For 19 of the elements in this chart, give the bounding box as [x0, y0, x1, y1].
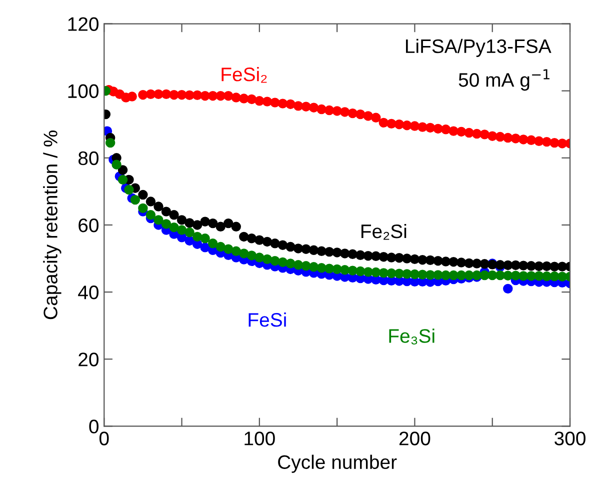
annotation: LiFSA/Py13-FSA	[406, 38, 552, 57]
y-tick-label: 80	[78, 151, 99, 166]
x-tick-label: 0	[99, 432, 109, 446]
y-tick-label: 100	[68, 84, 99, 98]
annotation: 50 mA g$^{−1}$	[458, 69, 550, 91]
y-tick-label: 40	[78, 286, 99, 300]
y-tick-label: 120	[68, 17, 99, 31]
text: Fe₃Si	[389, 328, 434, 344]
x-tick-label: 100	[244, 432, 275, 446]
y-tick-label: 0	[89, 420, 99, 434]
series-label: Fe₂Si	[361, 224, 406, 240]
x-tick-label: 300	[554, 432, 586, 446]
text: FeSi	[248, 312, 286, 327]
x-tick-label: 200	[399, 432, 430, 446]
series-label: FeSi₂	[222, 67, 267, 83]
x-axis-title: Cycle number	[278, 454, 397, 473]
y-tick-label: 60	[78, 218, 99, 232]
y-axis-title: Capacity retention / %	[43, 130, 62, 320]
y-tick-label: 20	[78, 352, 99, 366]
